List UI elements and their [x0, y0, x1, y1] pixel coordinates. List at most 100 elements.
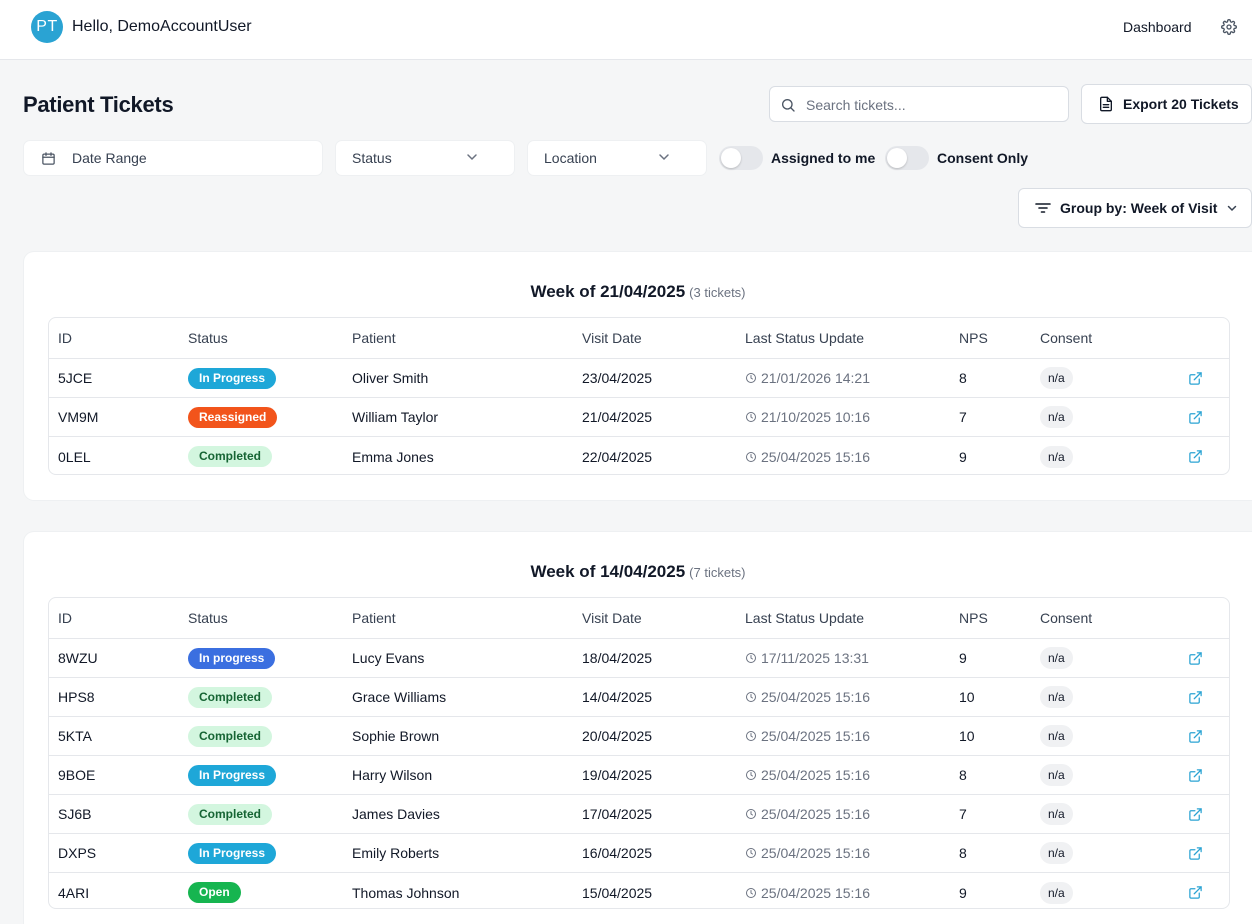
open-ticket-link[interactable]: [1188, 437, 1203, 474]
external-link-icon[interactable]: [1188, 807, 1203, 822]
column-header-visit-date: Visit Date: [582, 610, 642, 626]
table-row[interactable]: 5JCE In Progress Oliver Smith 23/04/2025 21/…: [49, 359, 1229, 398]
last-status-update: 25/04/2025 15:16: [745, 678, 870, 716]
external-link-icon[interactable]: [1188, 885, 1203, 900]
last-status-update: 25/04/2025 15:16: [745, 795, 870, 833]
search-box[interactable]: [769, 86, 1069, 122]
clock-icon: [746, 809, 756, 819]
last-status-update: 21/10/2025 10:16: [745, 398, 870, 436]
open-ticket-link[interactable]: [1188, 678, 1203, 716]
table-row[interactable]: SJ6B Completed James Davies 17/04/2025 25/04…: [49, 795, 1229, 834]
last-update-text: 21/01/2026 14:21: [761, 370, 870, 386]
status-filter-select[interactable]: Status: [336, 141, 514, 175]
last-status-update: 25/04/2025 15:16: [745, 756, 870, 794]
open-ticket-link[interactable]: [1188, 795, 1203, 833]
patient-name: Oliver Smith: [352, 370, 429, 386]
open-ticket-link[interactable]: [1188, 873, 1203, 908]
consent-badge: n/a: [1040, 764, 1073, 786]
consent-cell: n/a: [1040, 359, 1073, 397]
consent-badge: n/a: [1040, 445, 1073, 468]
gear-icon[interactable]: [1221, 19, 1237, 35]
ticket-id: DXPS: [58, 845, 97, 861]
week-title: Week of 21/04/2025: [530, 282, 686, 301]
assigned-to-me-toggle[interactable]: [719, 146, 763, 170]
ticket-id: 8WZU: [58, 650, 98, 666]
consent-only-toggle[interactable]: [885, 146, 929, 170]
open-ticket-link[interactable]: [1188, 639, 1203, 677]
location-filter-select[interactable]: Location: [528, 141, 706, 175]
week-group-heading: Week of 14/04/2025 (7 tickets): [24, 562, 1252, 582]
export-tickets-button[interactable]: Export 20 Tickets: [1081, 84, 1252, 124]
external-link-icon[interactable]: [1188, 410, 1203, 425]
clock-icon: [746, 653, 756, 663]
status-cell: Completed: [188, 717, 273, 755]
status-badge: Reassigned: [188, 406, 278, 428]
visit-date: 14/04/2025: [582, 689, 653, 705]
last-update-text: 25/04/2025 15:16: [761, 689, 870, 705]
table-row[interactable]: HPS8 Completed Grace Williams 14/04/2025 25/…: [49, 678, 1229, 717]
patient-name: Sophie Brown: [352, 728, 440, 744]
table-row[interactable]: 4ARI Open Thomas Johnson 15/04/2025 25/04/20…: [49, 873, 1229, 908]
avatar[interactable]: PT: [31, 11, 63, 43]
open-ticket-link[interactable]: [1188, 717, 1203, 755]
nav-dashboard-link[interactable]: Dashboard: [1123, 19, 1192, 35]
consent-badge: n/a: [1040, 406, 1073, 428]
table-row[interactable]: VM9M Reassigned William Taylor 21/04/2025 21…: [49, 398, 1229, 437]
chevron-down-icon: [467, 154, 477, 161]
external-link-icon[interactable]: [1188, 651, 1203, 666]
open-ticket-link[interactable]: [1188, 359, 1203, 397]
week-group-heading: Week of 21/04/2025 (3 tickets): [24, 282, 1252, 302]
week-title: Week of 14/04/2025: [530, 562, 686, 581]
visit-date: 22/04/2025: [582, 448, 653, 465]
consent-cell: n/a: [1040, 639, 1073, 677]
table-row[interactable]: 0LEL Completed Emma Jones 22/04/2025 25/04/2…: [49, 437, 1229, 474]
column-header-consent: Consent: [1040, 330, 1093, 346]
nps-score: 8: [959, 370, 967, 386]
status-badge: In Progress: [188, 764, 277, 786]
date-range-filter[interactable]: Date Range: [24, 141, 322, 175]
group-by-select[interactable]: Group by: Week of Visit: [1018, 188, 1252, 228]
external-link-icon[interactable]: [1188, 449, 1203, 464]
clock-icon: [746, 731, 756, 741]
external-link-icon[interactable]: [1188, 729, 1203, 744]
column-header-last-update: Last Status Update: [745, 610, 865, 626]
table-row[interactable]: DXPS In Progress Emily Roberts 16/04/2025 25…: [49, 834, 1229, 873]
nps-score: 9: [959, 448, 967, 465]
status-badge: Completed: [188, 686, 273, 708]
consent-cell: n/a: [1040, 873, 1073, 908]
external-link-icon[interactable]: [1188, 371, 1203, 386]
table-row[interactable]: 8WZU In progress Lucy Evans 18/04/2025 17/11…: [49, 639, 1229, 678]
open-ticket-link[interactable]: [1188, 834, 1203, 872]
last-update-text: 17/11/2025 13:31: [761, 650, 869, 666]
open-ticket-link[interactable]: [1188, 398, 1203, 436]
patient-name: Grace Williams: [352, 689, 447, 705]
status-cell: Completed: [188, 795, 273, 833]
ticket-id: SJ6B: [58, 806, 92, 822]
search-input[interactable]: [806, 95, 1056, 115]
external-link-icon[interactable]: [1188, 768, 1203, 783]
tickets-table: ID Status Patient Visit Date Last Status Upd…: [48, 317, 1230, 475]
nps-score: 8: [959, 845, 967, 861]
consent-cell: n/a: [1040, 756, 1073, 794]
clock-icon: [746, 692, 756, 702]
consent-cell: n/a: [1040, 398, 1073, 436]
top-bar: PT Hello, DemoAccountUser Dashboard: [0, 0, 1252, 60]
ticket-id: 5JCE: [58, 370, 93, 386]
last-status-update: 21/01/2026 14:21: [745, 359, 870, 397]
column-header-nps: NPS: [959, 330, 988, 346]
ticket-count: (3 tickets): [689, 285, 746, 300]
external-link-icon[interactable]: [1188, 846, 1203, 861]
clock-icon: [746, 373, 756, 383]
consent-cell: n/a: [1040, 834, 1073, 872]
last-status-update: 25/04/2025 15:16: [745, 437, 870, 474]
external-link-icon[interactable]: [1188, 690, 1203, 705]
table-row[interactable]: 5KTA Completed Sophie Brown 20/04/2025 25/04…: [49, 717, 1229, 756]
visit-date: 19/04/2025: [582, 767, 653, 783]
open-ticket-link[interactable]: [1188, 756, 1203, 794]
clock-icon: [746, 848, 756, 858]
table-row[interactable]: 9BOE In Progress Harry Wilson 19/04/2025 25/…: [49, 756, 1229, 795]
status-badge: Completed: [188, 803, 273, 825]
ticket-id: 5KTA: [58, 728, 92, 744]
visit-date: 17/04/2025: [582, 806, 653, 822]
last-update-text: 21/10/2025 10:16: [761, 409, 870, 425]
